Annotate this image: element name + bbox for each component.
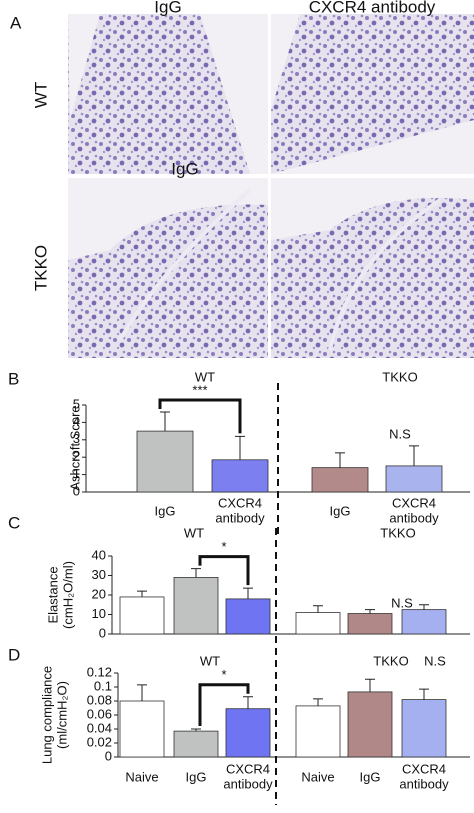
error-bar: [160, 411, 170, 432]
image-bg: [271, 14, 300, 110]
y-tick-label: 3: [73, 431, 80, 446]
panel-label: A: [10, 13, 22, 32]
image-bg: [68, 14, 100, 120]
image-bg: [200, 14, 268, 174]
column-label: IgG: [154, 0, 181, 16]
image-bg: [271, 120, 474, 174]
error-bar: [419, 688, 429, 700]
row-label: TKKO: [31, 245, 50, 291]
error-bar: [235, 435, 245, 460]
group-label: TKKO: [382, 369, 417, 384]
error-bar: [137, 684, 147, 701]
significance-label: *: [221, 667, 226, 682]
y-tick-label: 4: [73, 414, 80, 429]
ns-label: N.S: [391, 595, 413, 610]
x-tick-label: IgG: [330, 503, 351, 518]
x-tick-label: CXCR4 antibody: [389, 496, 439, 526]
y-tick-label: 0.04: [87, 720, 112, 735]
panel-label: D: [8, 645, 20, 664]
group-label: TKKO: [380, 525, 415, 540]
y-axis-label: Ashcroft Score: [67, 405, 82, 490]
error-bar: [191, 568, 201, 578]
significance-bracket: [198, 555, 250, 586]
y-tick-label: 0: [99, 625, 106, 640]
y-tick-label: 2: [73, 449, 80, 464]
error-bar: [419, 604, 429, 610]
x-tick-label: IgG: [186, 769, 207, 784]
y-tick-label: 0: [105, 748, 112, 763]
bar: [173, 730, 219, 758]
bar: [311, 467, 369, 493]
y-tick-label: 5: [73, 396, 80, 411]
bar: [401, 699, 447, 758]
ns-label: N.S: [389, 426, 411, 441]
image-bg: [271, 178, 474, 240]
x-tick-label: IgG: [155, 503, 176, 518]
bar: [136, 430, 194, 493]
image-bg: [68, 178, 268, 260]
bar: [225, 708, 271, 758]
y-axis-label: Lung compliance(ml/cmH₂O): [40, 666, 70, 764]
panel-label: B: [8, 369, 19, 388]
x-tick-label: CXCR4 antibody: [399, 762, 449, 792]
x-tick-label: CXCR4 antibody: [215, 496, 265, 526]
y-tick-label: 0.1: [94, 678, 112, 693]
panel-label: C: [8, 513, 20, 532]
bar: [119, 700, 165, 758]
bar: [385, 465, 443, 493]
significance-bracket: [198, 683, 250, 726]
bar: [173, 577, 219, 635]
error-bar: [243, 587, 253, 599]
bar: [211, 459, 269, 493]
bar: [295, 612, 341, 635]
group-label: WT: [184, 525, 204, 540]
vessel: [328, 198, 442, 351]
bar: [347, 691, 393, 758]
significance-bracket: [158, 398, 242, 434]
x-tick-label: Naive: [301, 769, 334, 784]
bar: [119, 596, 165, 635]
significance-label: ***: [192, 382, 207, 397]
row-label: WT: [31, 82, 50, 108]
x-tick-label: CXCR4 antibody: [223, 762, 273, 792]
y-tick-label: 0.06: [87, 706, 112, 721]
error-bar: [409, 445, 419, 466]
vessel: [118, 188, 252, 341]
y-tick-label: 0: [73, 483, 80, 498]
error-bar: [313, 605, 323, 613]
significance-label: *: [221, 539, 226, 554]
y-tick-label: 0.12: [87, 664, 112, 679]
x-tick-label: Naive: [125, 769, 158, 784]
micrographs: [68, 14, 474, 358]
y-tick-label: 0.08: [87, 692, 112, 707]
y-axis-label: Elastance(cmH₂O/ml): [46, 561, 76, 629]
error-bar: [365, 609, 375, 614]
ns-label: N.S: [424, 653, 446, 668]
bar: [401, 609, 447, 635]
bar: [347, 613, 393, 635]
y-tick-label: 20: [92, 586, 106, 601]
y-tick-label: 1: [73, 466, 80, 481]
bar: [225, 598, 271, 635]
error-bar: [335, 452, 345, 468]
bar: [295, 705, 341, 758]
group-label: TKKO: [373, 653, 408, 668]
error-bar: [243, 696, 253, 709]
group-label: WT: [200, 653, 220, 668]
error-bar: [137, 590, 147, 597]
y-tick-label: 40: [92, 547, 106, 562]
x-tick-label: IgG: [360, 769, 381, 784]
y-tick-label: 30: [92, 567, 106, 582]
y-tick-label: 10: [92, 606, 106, 621]
error-bar: [365, 678, 375, 692]
error-bar: [313, 698, 323, 706]
error-bar: [191, 728, 201, 732]
y-tick-label: 0.02: [87, 734, 112, 749]
column-label: CXCR4 antibody: [309, 0, 436, 16]
group-label: WT: [195, 369, 215, 384]
image-label: IgG: [171, 159, 198, 178]
